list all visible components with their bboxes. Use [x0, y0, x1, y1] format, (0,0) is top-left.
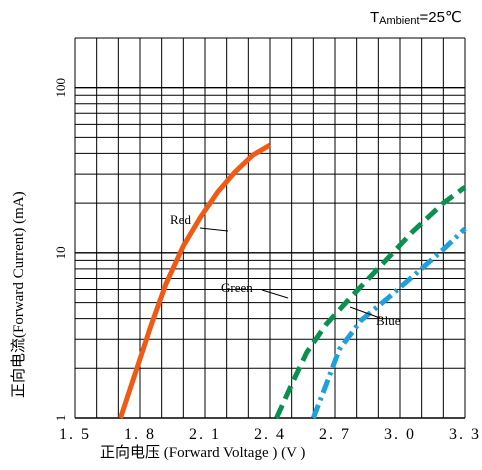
- y-axis-label: 正向电流(Forward Current) (mA): [10, 191, 27, 398]
- series-green-leader-line: [261, 289, 289, 299]
- series-red-line: [118, 142, 272, 419]
- series-green-label: Green: [221, 280, 253, 295]
- ambient-temperature-label: TAmbient=25℃: [370, 9, 462, 27]
- tick-labels: 1. 5 1. 8 2. 1 2. 4 2. 7 3. 0 3. 3 1 10 100: [53, 78, 481, 443]
- series-red-leader-line: [199, 227, 229, 232]
- grid: [74, 37, 466, 419]
- labels: TAmbient=25℃ 正向电压 (Forward Voltage ) (V …: [10, 9, 462, 461]
- series-layer: [118, 142, 467, 420]
- x-tick-label: 3. 3: [449, 426, 481, 443]
- x-tick-label: 2. 7: [319, 426, 351, 443]
- x-tick-label: 3. 0: [384, 426, 416, 443]
- series-green-line: [274, 185, 467, 420]
- series-blue-line: [310, 226, 467, 419]
- x-tick-label: 1. 5: [59, 426, 91, 443]
- series-blue-leader-line: [349, 306, 381, 319]
- series-red-label: Red: [170, 212, 191, 227]
- y-tick-label: 100: [53, 78, 68, 98]
- x-tick-label: 2. 4: [254, 426, 286, 443]
- x-tick-label: 1. 8: [124, 426, 156, 443]
- x-tick-label: 2. 1: [189, 426, 221, 443]
- series-blue-label: Blue: [376, 313, 401, 328]
- y-tick-label: 1: [53, 415, 68, 422]
- x-axis-label: 正向电压 (Forward Voltage ) (V ): [100, 444, 305, 461]
- y-tick-label: 10: [53, 246, 68, 259]
